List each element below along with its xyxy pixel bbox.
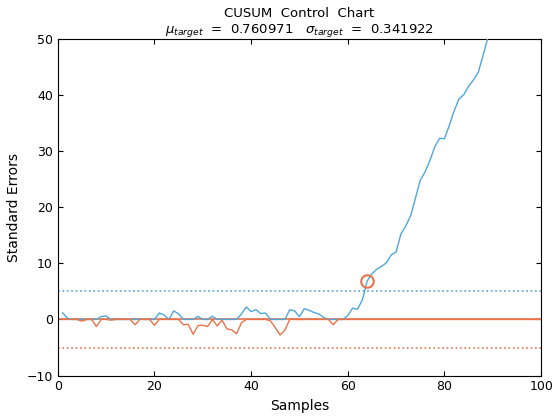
- Title: CUSUM  Control  Chart
$\mu_{target}$  =  0.760971   $\sigma_{target}$  =  0.3419: CUSUM Control Chart $\mu_{target}$ = 0.7…: [165, 7, 434, 39]
- X-axis label: Samples: Samples: [270, 399, 329, 413]
- Y-axis label: Standard Errors: Standard Errors: [7, 152, 21, 262]
